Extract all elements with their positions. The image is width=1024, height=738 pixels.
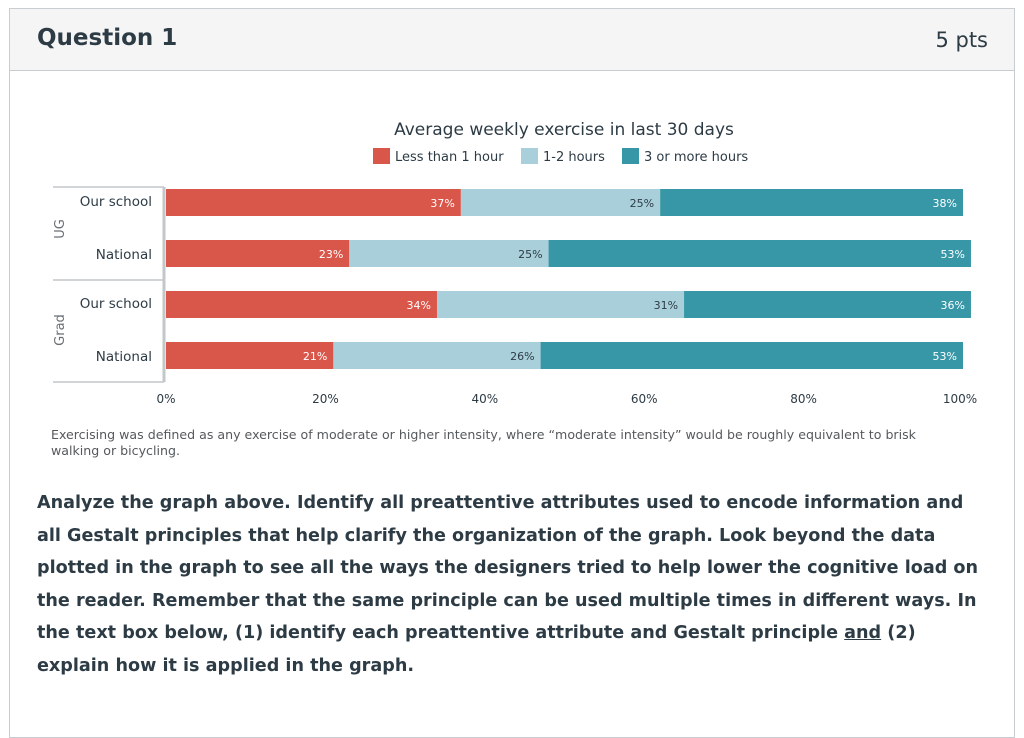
data-label-row1-series1: 37%: [430, 197, 454, 210]
data-label-row2-series1: 23%: [319, 248, 343, 261]
category-label-4: National: [96, 349, 152, 365]
legend-swatch-3: [622, 148, 639, 164]
bar-row2-series3: [548, 240, 971, 267]
bar-row4-series3: [540, 342, 963, 369]
question-prompt: Analyze the graph above. Identify all pr…: [37, 487, 987, 683]
bar-row3-series3: [684, 291, 971, 318]
data-label-row2-series2: 25%: [518, 248, 542, 261]
bar-row4-series1: [166, 342, 334, 369]
data-label-row1-series2: 25%: [630, 197, 654, 210]
question-title: Question 1: [37, 25, 178, 51]
data-label-row2-series3: 53%: [941, 248, 965, 261]
prompt-text-start: Analyze the graph above. Identify all pr…: [37, 493, 979, 644]
data-label-row3-series3: 36%: [941, 299, 965, 312]
bar-row4-series2: [333, 342, 541, 369]
chart-footnote: Exercising was defined as any exercise o…: [51, 427, 916, 458]
x-tick-label-3: 40%: [471, 392, 498, 406]
prompt-underlined-word: and: [844, 623, 882, 644]
bar-row2-series1: [166, 240, 350, 267]
data-label-row4-series3: 53%: [933, 350, 957, 363]
legend-label-2: 1-2 hours: [543, 150, 605, 165]
legend-label-1: Less than 1 hour: [395, 150, 504, 165]
chart-title: Average weekly exercise in last 30 days: [394, 120, 734, 140]
bar-row1-series3: [660, 189, 963, 216]
x-tick-label-1: 0%: [156, 392, 175, 406]
legend-swatch-2: [521, 148, 538, 164]
data-label-row4-series1: 21%: [303, 350, 327, 363]
bar-row2-series2: [349, 240, 549, 267]
question-card: Question 1 5 pts: [9, 8, 1015, 738]
group-label-ug: UG: [53, 219, 68, 239]
data-label-row3-series2: 31%: [654, 299, 678, 312]
stacked-bar-chart: Average weekly exercise in last 30 days …: [53, 120, 977, 406]
question-header: Question 1 5 pts: [10, 9, 1014, 71]
prompt-text-end: (2) explain how it is applied in the gra…: [37, 623, 916, 676]
category-label-2: National: [96, 247, 152, 263]
data-label-row4-series2: 26%: [510, 350, 534, 363]
category-label-3: Our school: [80, 296, 152, 312]
legend-label-3: 3 or more hours: [644, 150, 748, 165]
x-tick-label-2: 20%: [312, 392, 339, 406]
legend-swatch-1: [373, 148, 390, 164]
x-tick-label-6: 100%: [943, 392, 977, 406]
bar-row3-series1: [166, 291, 437, 318]
bar-row3-series2: [436, 291, 685, 318]
data-label-row3-series1: 34%: [407, 299, 431, 312]
data-label-row1-series3: 38%: [933, 197, 957, 210]
bar-row1-series1: [166, 189, 461, 216]
x-tick-label-5: 80%: [790, 392, 817, 406]
group-label-grad: Grad: [53, 314, 68, 346]
question-points: 5 pts: [935, 28, 988, 52]
x-tick-label-4: 60%: [631, 392, 658, 406]
bar-row1-series2: [460, 189, 661, 216]
category-label-1: Our school: [80, 194, 152, 210]
